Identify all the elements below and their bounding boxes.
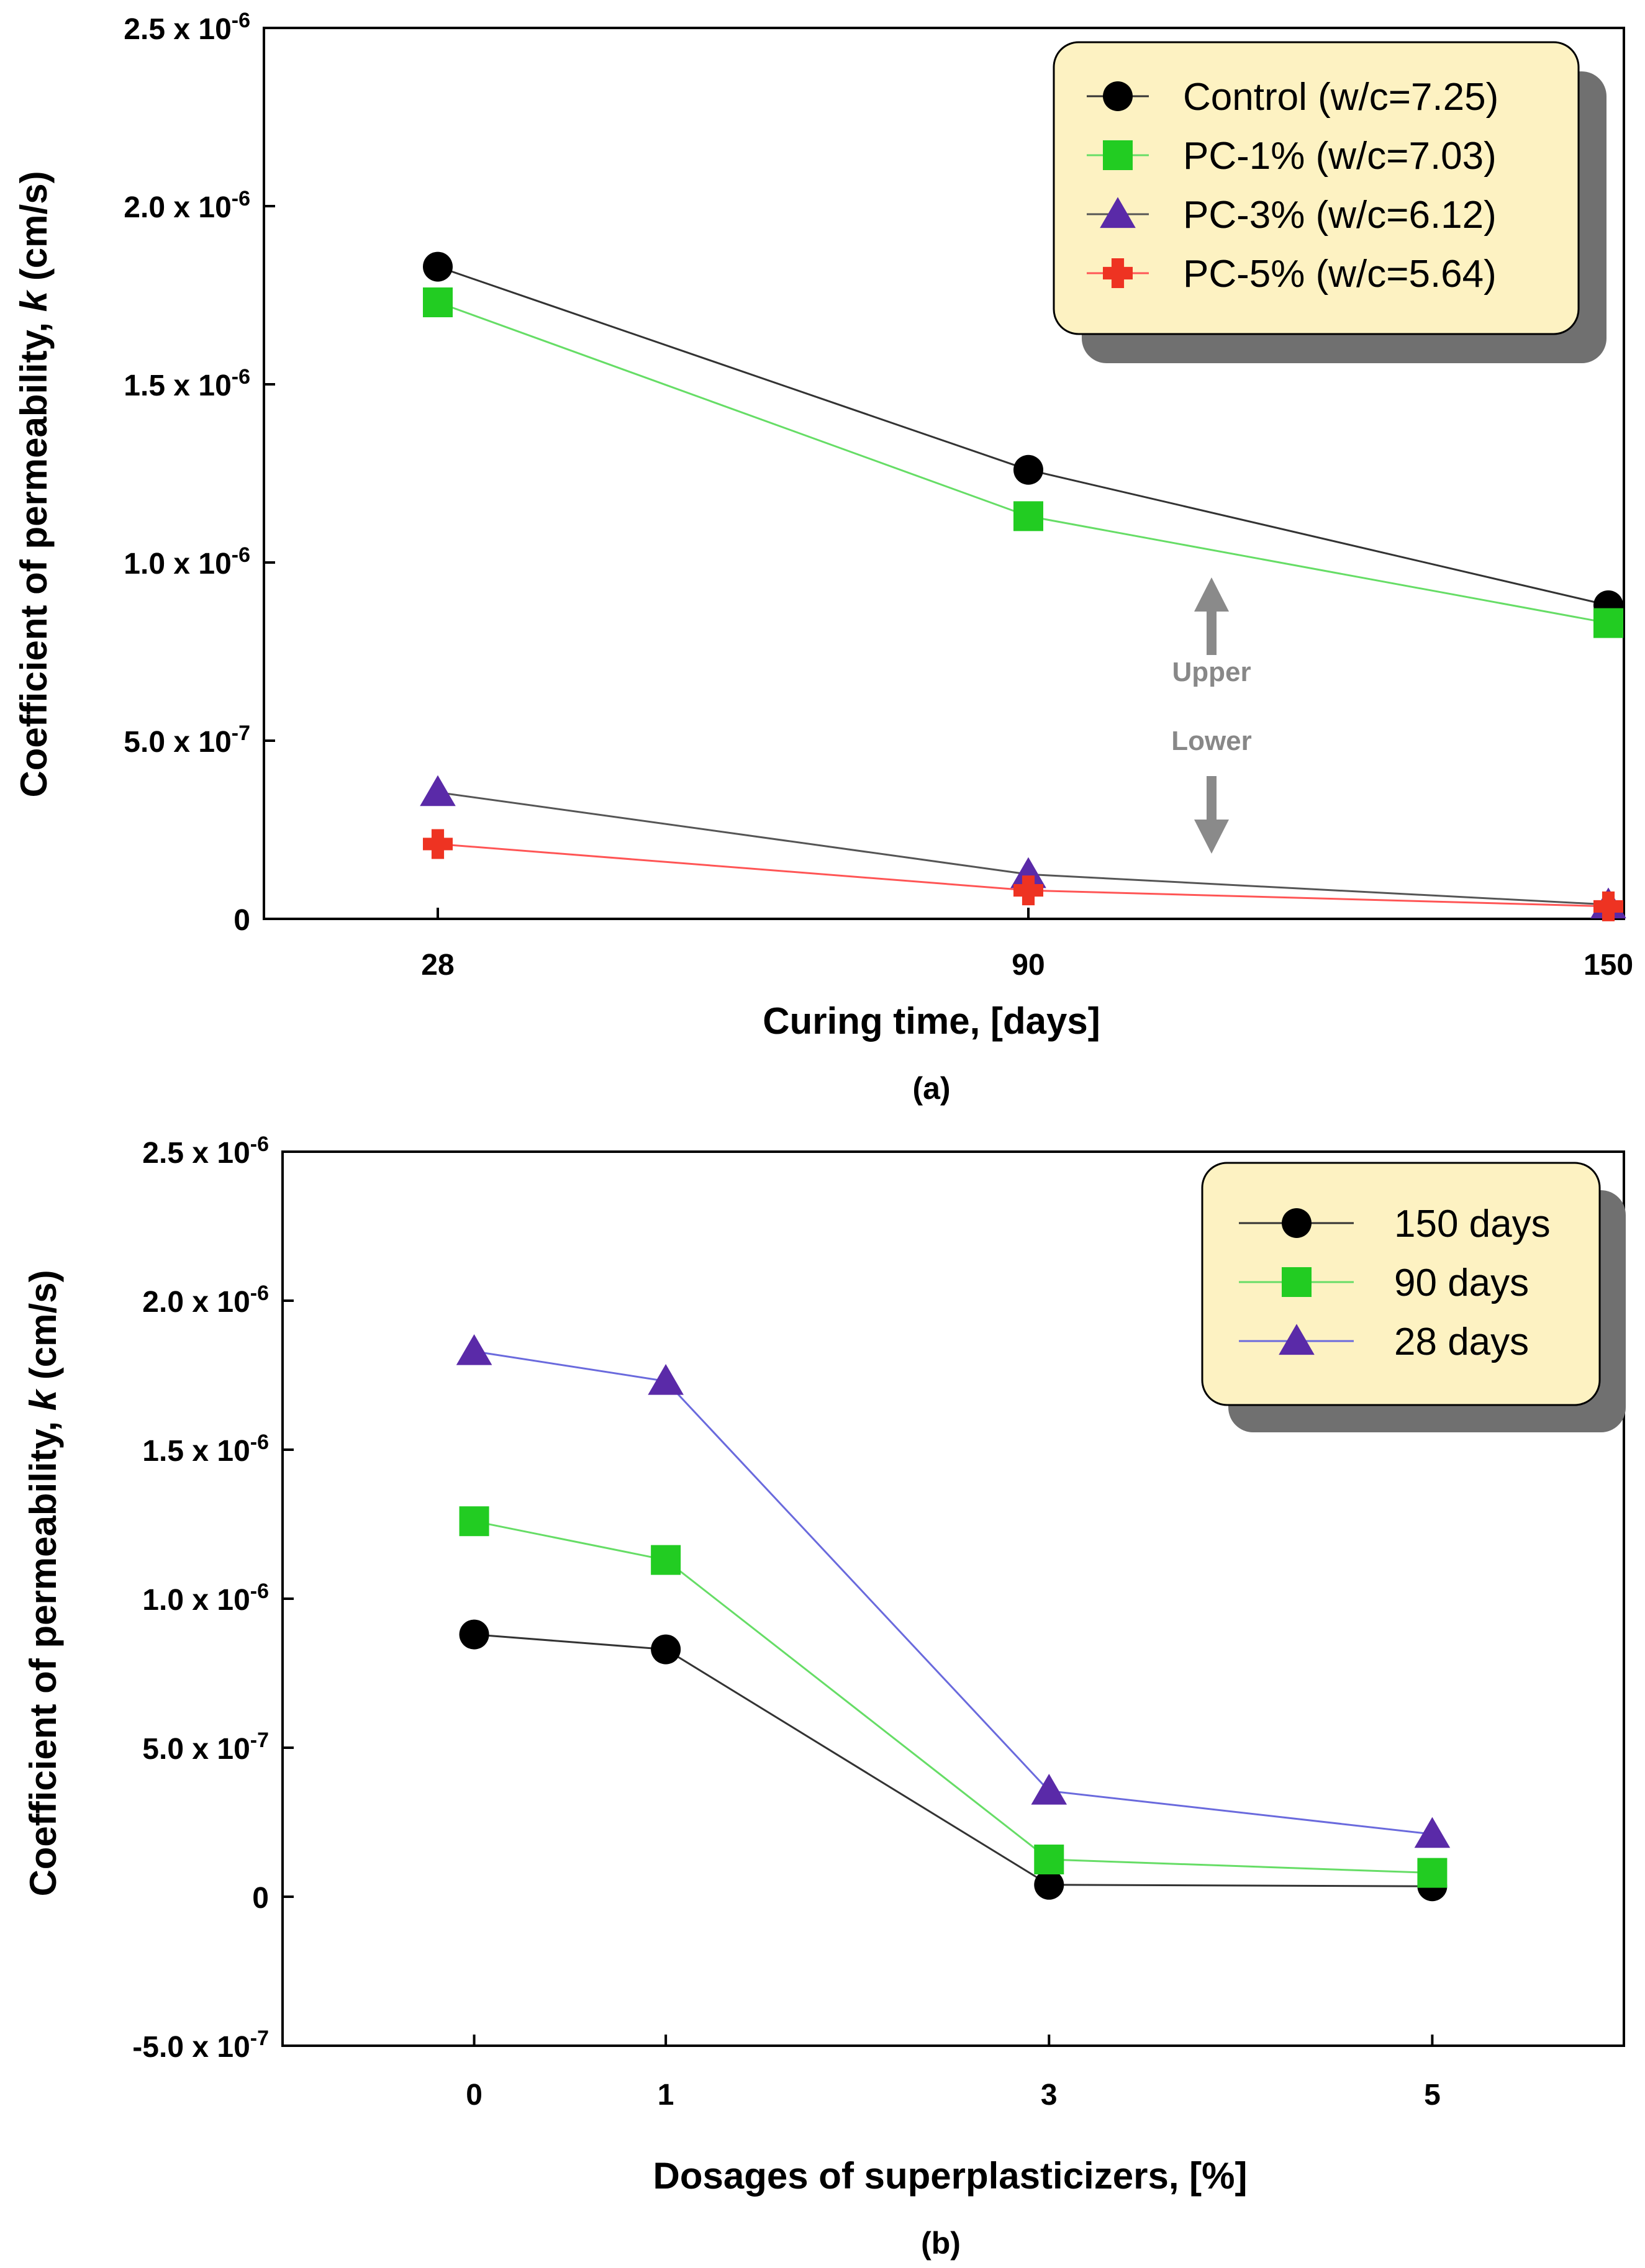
- chart-a-legend-marker: [1103, 258, 1133, 288]
- chart-b-data-point: [1414, 1817, 1451, 1848]
- chart-a-ytick-label: 2.5 x 10-6: [124, 9, 250, 46]
- chart-a-data-point: [1013, 501, 1043, 531]
- chart-b-data-point: [1034, 1845, 1064, 1874]
- chart-a-data-point: [1013, 875, 1043, 906]
- chart-b-series-line: [474, 1633, 1433, 1887]
- chart-a: 2.5 x 10-6 2.0 x 10-6 1.5 x 10-6 1.0 x 10-6…: [13, 9, 1633, 1106]
- chart-b-data-point: [1031, 1774, 1067, 1805]
- chart-a-ylabel-italic: k: [13, 289, 55, 312]
- chart-b-data-point: [459, 1619, 489, 1650]
- chart-a-data-point: [1593, 891, 1623, 921]
- chart-b-panel-label: (b): [921, 2226, 961, 2261]
- chart-b-ytick-label: 1.0 x 10-6: [142, 1579, 269, 1617]
- chart-b-series-line: [474, 1520, 1433, 1874]
- chart-b-xlabel: Dosages of superplasticizers, [%]: [653, 2155, 1248, 2197]
- chart-a-xtick-label: 28: [421, 949, 454, 982]
- chart-b-data-point: [648, 1364, 684, 1395]
- chart-a-legend-label: PC-1% (w/c=7.03): [1183, 135, 1497, 178]
- chart-a-legend: Control (w/c=7.25) PC-1% (w/c=7.03) PC-3% …: [1053, 41, 1606, 363]
- chart-b-legend-marker: [1282, 1208, 1312, 1238]
- chart-b-ytick-label: 2.5 x 10-6: [142, 1132, 269, 1170]
- chart-b-legend-marker: [1282, 1267, 1312, 1297]
- chart-a-ytick-label: 1.5 x 10-6: [124, 365, 250, 402]
- chart-b-xtick-label: 3: [1041, 2079, 1058, 2112]
- chart-b-ylabel-main: Coefficient of permeability,: [22, 1411, 64, 1896]
- chart-b-xtick-label: 1: [658, 2079, 674, 2112]
- chart-a-legend-label: PC-5% (w/c=5.64): [1183, 253, 1497, 296]
- chart-a-legend-marker: [1100, 197, 1136, 228]
- chart-a-data-point: [1593, 608, 1623, 638]
- chart-b-ytick-label: 2.0 x 10-6: [142, 1281, 269, 1319]
- upper-label: Upper: [1172, 657, 1251, 687]
- chart-a-legend-box: [1053, 41, 1580, 335]
- chart-b-series-line: [474, 1350, 1433, 1835]
- chart-b-data-point: [459, 1506, 489, 1537]
- chart-a-data-point: [1013, 454, 1043, 485]
- chart-b-data-point: [651, 1634, 681, 1665]
- chart-a-data-point: [423, 251, 453, 282]
- chart-b-data-point: [1034, 1869, 1064, 1900]
- chart-a-ytick-label: 0: [233, 904, 250, 937]
- chart-b-legend-marker: [1279, 1324, 1315, 1355]
- lower-arrow: [1194, 776, 1229, 854]
- chart-b-ytick-label: -5.0 x 10-7: [132, 2026, 269, 2064]
- chart-a-xtick-label: 90: [1012, 949, 1045, 982]
- chart-b-xtick-label: 5: [1424, 2079, 1441, 2112]
- chart-a-ylabel-unit: (cm/s): [13, 171, 55, 291]
- chart-b-data-point: [651, 1545, 681, 1575]
- chart-b-ylabel-unit: (cm/s): [22, 1270, 64, 1389]
- chart-b-data-point: [1417, 1858, 1448, 1888]
- chart-b-ylabel: Coefficient of permeability, k (cm/s): [22, 1270, 64, 1896]
- chart-b: 2.5 x 10-6 2.0 x 10-6 1.5 x 10-6 1.0 x 10-6…: [22, 1132, 1626, 2261]
- chart-b-ytick-label: 0: [252, 1882, 269, 1915]
- chart-a-panel-label: (a): [912, 1071, 950, 1106]
- chart-a-data-point: [1010, 857, 1046, 888]
- chart-a-plot-frame: [263, 27, 1625, 920]
- chart-a-xtick-label: 150: [1584, 949, 1633, 982]
- chart-a-xlabel: Curing time, [days]: [763, 1000, 1100, 1042]
- chart-a-ylabel-main: Coefficient of permeability,: [13, 312, 55, 797]
- chart-a-data-point: [420, 775, 456, 806]
- chart-a-data-point: [423, 829, 453, 859]
- chart-b-ytick-label: 1.5 x 10-6: [142, 1430, 269, 1468]
- chart-b-legend-label: 90 days: [1394, 1262, 1529, 1304]
- chart-b-legend: 150 days 90 days 28 days: [1201, 1162, 1626, 1432]
- upper-arrow: [1194, 577, 1229, 655]
- chart-a-legend-label: PC-3% (w/c=6.12): [1183, 194, 1497, 237]
- chart-a-ytick-label: 2.0 x 10-6: [124, 187, 250, 224]
- lower-label: Lower: [1171, 726, 1252, 756]
- chart-a-legend-label: Control (w/c=7.25): [1183, 76, 1498, 119]
- chart-a-legend-marker: [1103, 81, 1133, 111]
- chart-b-data-point: [456, 1334, 492, 1365]
- chart-b-legend-label: 150 days: [1394, 1203, 1551, 1245]
- chart-a-ylabel: Coefficient of permeability, k (cm/s): [13, 171, 55, 797]
- chart-b-xtick-label: 0: [466, 2079, 483, 2112]
- chart-b-ylabel-italic: k: [22, 1388, 64, 1411]
- chart-b-ytick-label: 5.0 x 10-7: [142, 1728, 269, 1766]
- chart-a-legend-marker: [1103, 140, 1133, 170]
- chart-b-legend-label: 28 days: [1394, 1321, 1529, 1363]
- chart-a-ytick-label: 5.0 x 10-7: [124, 721, 250, 759]
- chart-a-data-point: [423, 287, 453, 317]
- chart-a-ytick-label: 1.0 x 10-6: [124, 543, 250, 581]
